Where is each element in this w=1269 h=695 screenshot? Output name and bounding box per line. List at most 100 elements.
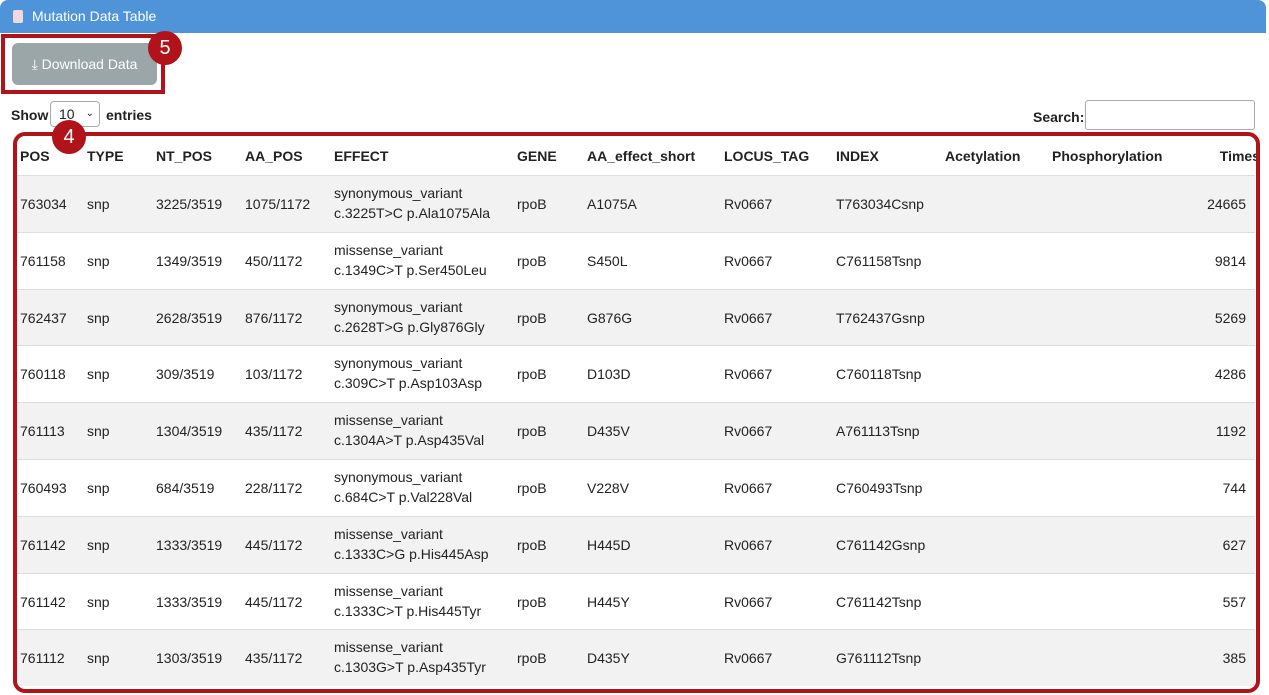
table-row bbox=[17, 402, 1255, 460]
table-cell: snp bbox=[87, 423, 110, 440]
table-cell: 1192 bbox=[1215, 423, 1246, 440]
table-row bbox=[17, 629, 1255, 687]
table-cell: Rv0667 bbox=[724, 196, 773, 212]
effect-text: synonymous_variant bbox=[334, 355, 463, 372]
panel-header: Mutation Data Table bbox=[0, 0, 1266, 33]
search-label: Search: bbox=[1033, 109, 1085, 125]
column-header[interactable]: EFFECT bbox=[334, 148, 389, 164]
highlight-box bbox=[1, 34, 165, 94]
table-cell: C761142Gsnp bbox=[836, 536, 926, 553]
table-row bbox=[17, 231, 1255, 289]
effect-text: synonymous_variant bbox=[334, 469, 463, 485]
table-cell: 1333/3519 bbox=[156, 593, 223, 610]
effect-text: c.684C>T p.Val228Val bbox=[334, 489, 473, 505]
column-header[interactable]: Acetylation bbox=[945, 148, 1021, 164]
effect-text: c.1333C>T p.His445Tyr bbox=[334, 602, 482, 619]
column-header[interactable]: GENE bbox=[517, 148, 557, 164]
table-cell: 761142 bbox=[20, 593, 66, 610]
table-cell: C761142Tsnp bbox=[836, 593, 922, 610]
table-cell: 1075/1172 bbox=[245, 196, 311, 212]
column-header[interactable]: INDEX bbox=[836, 148, 879, 164]
table-cell: rpoB bbox=[517, 593, 547, 610]
download-label: Download Data bbox=[41, 56, 138, 72]
table-cell: 385 bbox=[1222, 650, 1246, 667]
effect-text: c.1333C>G p.His445Asp bbox=[334, 545, 489, 562]
entries-label: entries bbox=[106, 107, 152, 123]
table-cell: 760118 bbox=[20, 366, 66, 383]
table-cell: 228/1172 bbox=[245, 480, 303, 496]
table-cell: V228V bbox=[587, 480, 630, 496]
effect-text: c.2628T>G p.Gly876Gly bbox=[334, 318, 485, 335]
table-cell: snp bbox=[87, 593, 110, 610]
table-cell: 762437 bbox=[20, 309, 67, 326]
effect-text: c.309C>T p.Asp103Asp bbox=[334, 375, 483, 392]
table-cell: 876/1172 bbox=[245, 309, 303, 326]
table-row bbox=[17, 345, 1255, 403]
table-cell: D103D bbox=[587, 366, 631, 383]
column-header[interactable]: AA_effect_short bbox=[587, 148, 696, 164]
entries-value: 10 bbox=[59, 106, 75, 122]
table-cell: 684/3519 bbox=[156, 480, 215, 496]
table-cell: 1303/3519 bbox=[156, 650, 223, 667]
table-cell: 435/1172 bbox=[245, 650, 303, 667]
table-cell: snp bbox=[87, 196, 110, 212]
table-cell: G876G bbox=[587, 309, 633, 326]
table-cell: Rv0667 bbox=[724, 309, 773, 326]
table-cell: H445Y bbox=[587, 593, 630, 610]
table-cell: snp bbox=[87, 650, 110, 667]
table-cell: 3225/3519 bbox=[156, 196, 223, 212]
table-cell: A1075A bbox=[587, 196, 637, 212]
download-button[interactable]: ⤓ Download Data bbox=[12, 43, 157, 85]
column-header[interactable]: LOCUS_TAG bbox=[724, 148, 810, 164]
table-cell: C760118Tsnp bbox=[836, 366, 922, 383]
table-cell: 9814 bbox=[1214, 252, 1246, 269]
table-cell: S450L bbox=[587, 252, 628, 269]
clipboard-icon bbox=[13, 10, 23, 23]
table-cell: Rv0667 bbox=[724, 593, 773, 610]
badge: 5 bbox=[148, 31, 182, 65]
table-cell: rpoB bbox=[517, 480, 547, 496]
column-header[interactable]: NT_POS bbox=[156, 148, 213, 164]
table-cell: Rv0667 bbox=[724, 480, 773, 496]
effect-text: c.1304A>T p.Asp435Val bbox=[334, 432, 485, 449]
table-cell: rpoB bbox=[517, 196, 547, 212]
table-row bbox=[17, 572, 1255, 630]
table-cell: 763034 bbox=[20, 196, 67, 212]
table-cell: Rv0667 bbox=[724, 252, 773, 269]
column-header[interactable]: TYPE bbox=[87, 148, 124, 164]
table-cell: 2628/3519 bbox=[156, 309, 223, 326]
column-header[interactable]: Phosphorylation bbox=[1052, 148, 1163, 164]
effect-text: c.1303G>T p.Asp435Tyr bbox=[334, 659, 486, 676]
table-row bbox=[17, 459, 1255, 516]
table-cell: 435/1172 bbox=[245, 423, 303, 440]
effect-text: missense_variant bbox=[334, 412, 443, 429]
table-cell: snp bbox=[87, 252, 110, 269]
table-cell: rpoB bbox=[517, 366, 547, 383]
table-cell: 1304/3519 bbox=[156, 423, 223, 440]
effect-text: c.3225T>C p.Ala1075Ala bbox=[334, 205, 491, 221]
table-cell: 761158 bbox=[20, 252, 66, 269]
table-cell: 5269 bbox=[1214, 309, 1246, 326]
table-cell: T762437Gsnp bbox=[836, 309, 925, 326]
table-cell: rpoB bbox=[517, 309, 547, 326]
table-cell: Rv0667 bbox=[724, 366, 773, 383]
highlight-box bbox=[13, 132, 1260, 693]
table-cell: 445/1172 bbox=[245, 536, 303, 553]
table-cell: G761112Tsnp bbox=[836, 650, 922, 667]
effect-text: missense_variant bbox=[334, 582, 443, 599]
effect-text: synonymous_variant bbox=[334, 185, 463, 201]
effect-text: c.1349C>T p.Ser450Leu bbox=[334, 261, 487, 278]
table-cell: 450/1172 bbox=[245, 252, 303, 269]
search-input[interactable] bbox=[1085, 100, 1255, 130]
table-cell: 744 bbox=[1222, 480, 1246, 496]
column-header[interactable]: POS bbox=[20, 148, 50, 164]
table-cell: 1349/3519 bbox=[156, 252, 223, 269]
table-row bbox=[17, 515, 1255, 573]
column-header[interactable]: AA_POS bbox=[245, 148, 303, 164]
column-header[interactable]: Times bbox=[1219, 148, 1260, 164]
table-cell: 557 bbox=[1222, 593, 1246, 610]
effect-text: missense_variant bbox=[334, 639, 443, 656]
effect-text: missense_variant bbox=[334, 525, 443, 542]
table-cell: snp bbox=[87, 309, 110, 326]
table-cell: 24665 bbox=[1207, 196, 1246, 212]
